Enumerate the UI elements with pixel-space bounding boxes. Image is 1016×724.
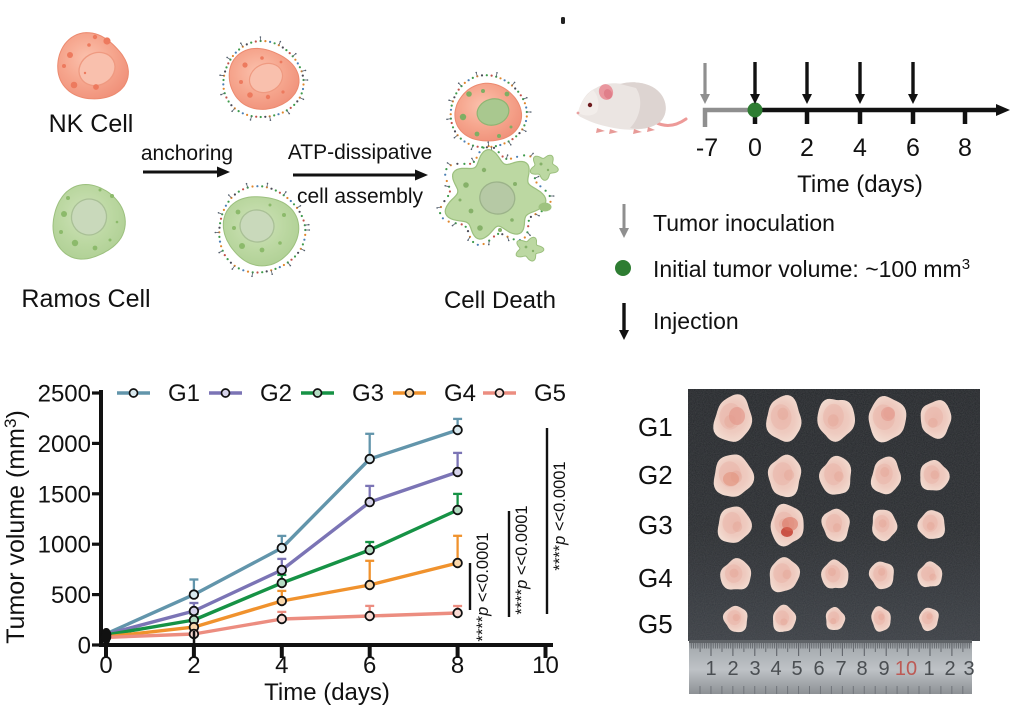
- svg-text:G3: G3: [352, 380, 384, 407]
- svg-text:3: 3: [749, 658, 760, 680]
- svg-text:****p <<0.0001: ****p <<0.0001: [474, 532, 492, 641]
- svg-text:6: 6: [363, 652, 376, 679]
- svg-text:G4: G4: [444, 380, 476, 407]
- svg-text:G4: G4: [638, 563, 673, 593]
- svg-text:10: 10: [532, 652, 559, 679]
- svg-text:NK Cell: NK Cell: [49, 110, 134, 138]
- svg-text:cell assembly: cell assembly: [297, 185, 424, 208]
- svg-text:2000: 2000: [38, 431, 91, 458]
- svg-text:0: 0: [78, 633, 91, 660]
- svg-text:Initial tumor volume: ~100 mm3: Initial tumor volume: ~100 mm3: [653, 256, 970, 282]
- svg-text:Injection: Injection: [653, 308, 739, 334]
- svg-text:1500: 1500: [38, 481, 91, 508]
- svg-text:500: 500: [51, 582, 91, 609]
- svg-text:4: 4: [275, 652, 288, 679]
- svg-text:anchoring: anchoring: [141, 142, 233, 165]
- svg-text:2: 2: [944, 658, 955, 680]
- svg-text:-7: -7: [696, 134, 718, 162]
- svg-text:ATP-dissipative: ATP-dissipative: [288, 141, 432, 164]
- svg-text:1000: 1000: [38, 532, 91, 559]
- svg-text:9: 9: [878, 658, 889, 680]
- svg-text:Ramos Cell: Ramos Cell: [21, 285, 150, 313]
- svg-text:8: 8: [451, 652, 464, 679]
- svg-text:Time (days): Time (days): [797, 171, 923, 198]
- svg-text:0: 0: [748, 134, 762, 162]
- svg-text:G5: G5: [534, 380, 566, 407]
- svg-text:1: 1: [705, 658, 716, 680]
- svg-text:0: 0: [99, 652, 112, 679]
- svg-text:4: 4: [853, 134, 867, 162]
- svg-text:****p <<0.0001: ****p <<0.0001: [513, 505, 531, 614]
- svg-text:G2: G2: [260, 380, 292, 407]
- svg-text:2: 2: [727, 658, 738, 680]
- svg-text:4: 4: [770, 658, 781, 680]
- svg-text:2500: 2500: [38, 381, 91, 408]
- svg-text:5: 5: [791, 658, 802, 680]
- svg-text:****p <<0.0001: ****p <<0.0001: [551, 461, 569, 570]
- svg-text:Time (days): Time (days): [264, 679, 390, 706]
- svg-text:2: 2: [800, 134, 814, 162]
- svg-text:8: 8: [958, 134, 972, 162]
- svg-text:Cell Death: Cell Death: [444, 287, 556, 314]
- svg-text:G5: G5: [638, 609, 673, 639]
- svg-text:10: 10: [895, 658, 917, 680]
- svg-text:G3: G3: [638, 510, 673, 540]
- svg-text:Tumor inoculation: Tumor inoculation: [653, 210, 835, 236]
- svg-text:G1: G1: [168, 380, 200, 407]
- svg-text:G1: G1: [638, 412, 673, 442]
- svg-text:7: 7: [835, 658, 846, 680]
- svg-text:8: 8: [856, 658, 867, 680]
- svg-text:2: 2: [187, 652, 200, 679]
- svg-text:1: 1: [923, 658, 934, 680]
- svg-text:Tumor volume (mm3): Tumor volume (mm3): [1, 410, 30, 644]
- svg-text:G2: G2: [638, 460, 673, 490]
- svg-text:6: 6: [906, 134, 920, 162]
- svg-text:6: 6: [813, 658, 824, 680]
- svg-text:3: 3: [963, 658, 974, 680]
